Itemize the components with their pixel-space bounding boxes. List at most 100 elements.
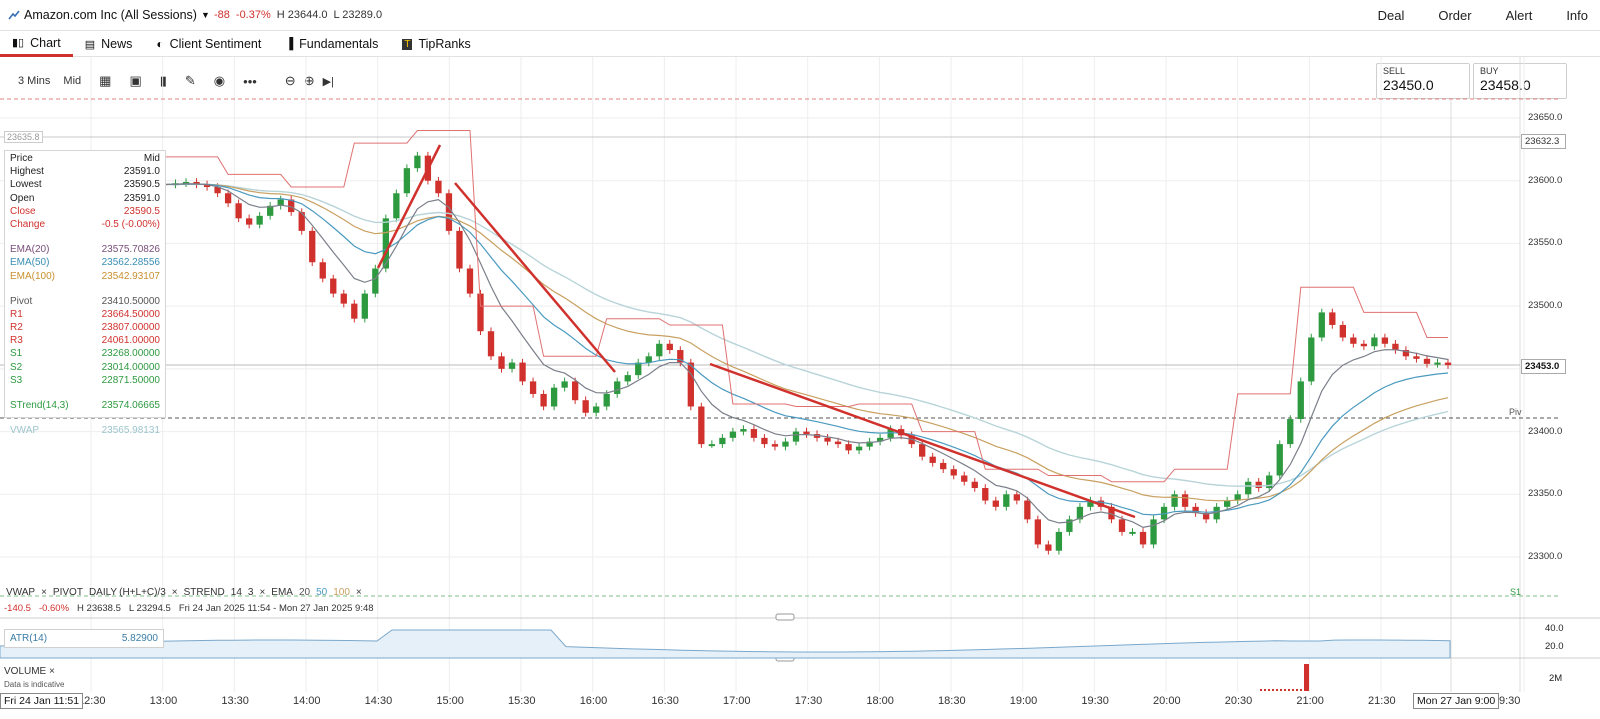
atr-axis-20: 20.0 bbox=[1545, 641, 1564, 652]
candle-body bbox=[1213, 506, 1220, 520]
sell-button[interactable]: SELL 23450.0 bbox=[1376, 63, 1470, 99]
candle-body bbox=[1339, 324, 1346, 338]
pane-resize-handle bbox=[775, 613, 795, 621]
remove-pivot-icon[interactable]: × bbox=[171, 587, 178, 598]
ema100-line bbox=[164, 183, 1449, 502]
candle-body bbox=[792, 431, 800, 442]
y-tick-label: 23300.0 bbox=[1528, 551, 1563, 562]
strend-param-2: 3 bbox=[247, 587, 254, 598]
candle-body bbox=[214, 186, 221, 194]
x-tick-label: 14:00 bbox=[293, 695, 321, 707]
candle-body bbox=[550, 387, 558, 407]
remove-vwap-icon[interactable]: × bbox=[41, 587, 47, 598]
candle-body bbox=[603, 393, 610, 407]
remove-volume-icon[interactable]: × bbox=[49, 666, 55, 677]
vwap-indicator[interactable]: VWAP bbox=[6, 587, 36, 598]
candle-body bbox=[351, 303, 358, 319]
candle-body bbox=[1423, 358, 1431, 364]
ema-param-100: 100 bbox=[333, 587, 350, 598]
order-button[interactable]: Order bbox=[1438, 8, 1472, 23]
candle-body bbox=[1055, 531, 1063, 551]
legend-row-pivot: R3 24061.00000 bbox=[10, 335, 160, 347]
legend-row-change: Change -0.5 (-0.00%) bbox=[10, 218, 160, 230]
remove-ema-icon[interactable]: × bbox=[355, 587, 362, 598]
calendar-icon[interactable]: ▣ bbox=[129, 73, 142, 88]
legend-row-pivot: S2 23014.00000 bbox=[10, 361, 160, 373]
candle-body bbox=[435, 180, 442, 194]
draw-pencil-icon[interactable]: ✎ bbox=[184, 73, 196, 88]
zoom-out-icon[interactable]: ⊖ bbox=[284, 73, 296, 88]
legend-row-ema: EMA(100) 23542.93107 bbox=[10, 270, 160, 282]
candle-body bbox=[508, 362, 516, 369]
y-tick-label: 23650.0 bbox=[1528, 112, 1563, 123]
instrument-selector[interactable]: Amazon.com Inc (All Sessions) ▼ bbox=[8, 8, 210, 22]
candle-body bbox=[624, 375, 631, 382]
candle-body bbox=[771, 444, 779, 447]
ema-indicator[interactable]: EMA bbox=[271, 587, 293, 598]
fundamentals-icon: ▐ bbox=[285, 38, 294, 50]
legend-row-vwap: VWAP 23565.98131 bbox=[10, 425, 160, 437]
x-tick-label: 20:00 bbox=[1153, 695, 1181, 707]
deal-button[interactable]: Deal bbox=[1377, 8, 1405, 23]
y-tick-label: 23400.0 bbox=[1528, 425, 1563, 437]
tab-fundamentals[interactable]: ▐ Fundamentals bbox=[273, 31, 390, 57]
strend-indicator[interactable]: STREND bbox=[183, 587, 225, 598]
tab-tipranks[interactable]: T TipRanks bbox=[390, 31, 482, 57]
candle-body bbox=[950, 469, 957, 476]
candle-body bbox=[561, 381, 568, 388]
tab-client-sentiment[interactable]: ◐ Client Sentiment bbox=[144, 31, 273, 57]
legend-row-price: Price Mid bbox=[10, 153, 160, 164]
remove-strend-icon[interactable]: × bbox=[259, 587, 266, 598]
zoom-in-icon[interactable]: ⊕ bbox=[303, 73, 315, 88]
candle-body bbox=[267, 205, 274, 216]
candle-body bbox=[708, 444, 716, 447]
candle-body bbox=[1045, 544, 1052, 551]
candle-body bbox=[319, 262, 326, 279]
candle-body bbox=[666, 343, 673, 351]
candle-body bbox=[1181, 494, 1189, 507]
tab-news[interactable]: ▤ News bbox=[73, 31, 145, 57]
eye-icon[interactable]: ◉ bbox=[213, 73, 226, 88]
indicator-bar: VWAP × PIVOT DAILY (H+L+C)/3 × STREND 14… bbox=[0, 587, 362, 598]
candle-body bbox=[445, 193, 453, 231]
calculator-icon[interactable]: ▦ bbox=[99, 73, 112, 88]
info-button[interactable]: Info bbox=[1566, 8, 1588, 23]
atr-value: 5.82900 bbox=[121, 633, 158, 644]
more-icon[interactable]: ••• bbox=[243, 73, 257, 89]
alert-button[interactable]: Alert bbox=[1505, 8, 1533, 23]
candle-body bbox=[824, 437, 831, 442]
quote-summary: -88 -0.37% H 23644.0 L 23289.0 bbox=[214, 9, 382, 21]
candle-body bbox=[571, 381, 579, 401]
x-tick-label: 20:30 bbox=[1224, 695, 1253, 707]
interval-selector[interactable]: 3 Mins bbox=[18, 75, 51, 87]
candle-body bbox=[593, 406, 600, 413]
candle-body bbox=[614, 381, 621, 394]
y-tick-label: 23600.0 bbox=[1528, 174, 1563, 186]
candle-body bbox=[224, 193, 232, 204]
candle-body bbox=[1318, 312, 1325, 338]
candle-body bbox=[414, 155, 421, 169]
candle-body bbox=[1003, 494, 1010, 507]
volume-bar bbox=[1296, 689, 1298, 691]
strend-param-1: 14 bbox=[230, 587, 242, 598]
range-low: L 23294.5 bbox=[128, 603, 171, 614]
day-low: L 23289.0 bbox=[333, 9, 383, 21]
candle-body bbox=[645, 356, 652, 363]
volume-bar bbox=[1284, 689, 1286, 691]
tab-chart[interactable]: ▮▯ Chart bbox=[0, 31, 73, 57]
legend-row-open: Open 23591.0 bbox=[10, 192, 160, 204]
candle-body bbox=[876, 437, 884, 442]
play-icon[interactable]: ▶| bbox=[322, 75, 334, 88]
candle-body bbox=[203, 184, 211, 187]
legend-row-pivot: R1 23664.50000 bbox=[10, 308, 160, 320]
candle-body bbox=[1066, 519, 1073, 532]
candle-body bbox=[372, 268, 379, 294]
candle-body bbox=[1234, 494, 1241, 501]
pivot-indicator[interactable]: PIVOT bbox=[52, 587, 83, 598]
indicators-icon[interactable]: ▮ bbox=[159, 73, 167, 88]
x-tick-label: 21:00 bbox=[1296, 695, 1324, 707]
price-type-selector[interactable]: Mid bbox=[63, 75, 82, 87]
candle-body bbox=[1245, 481, 1252, 495]
candle-body bbox=[1266, 475, 1273, 489]
